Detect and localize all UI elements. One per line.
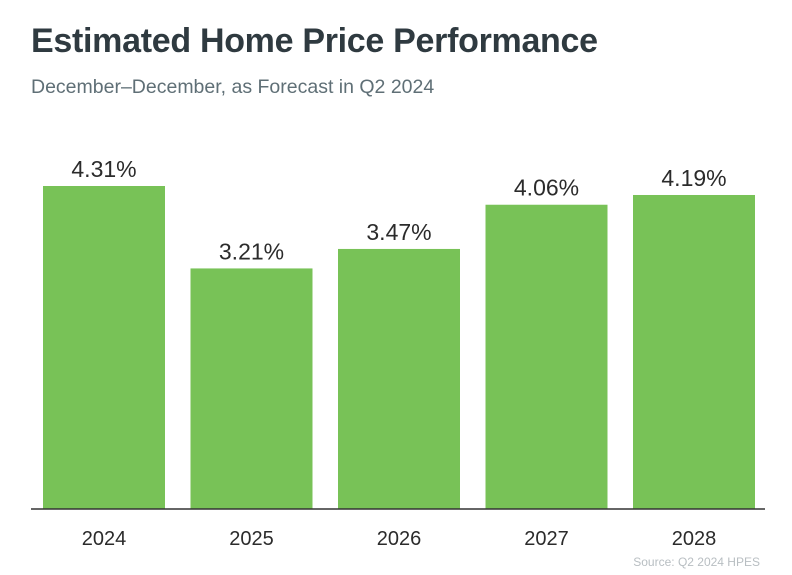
bar-2025 bbox=[190, 268, 313, 509]
bar-2024 bbox=[43, 186, 165, 509]
x-tick-label-2026: 2026 bbox=[377, 528, 422, 550]
x-tick-label-2025: 2025 bbox=[229, 528, 274, 550]
x-tick-label-2024: 2024 bbox=[82, 528, 127, 550]
chart-subtitle: December–December, as Forecast in Q2 202… bbox=[31, 76, 435, 98]
value-label-2026: 3.47% bbox=[366, 219, 431, 245]
source-note: Source: Q2 2024 HPES bbox=[633, 555, 760, 569]
x-tick-labels-group: 2024 2025 2026 2027 2028 bbox=[82, 528, 717, 550]
bars-group bbox=[43, 186, 755, 509]
value-label-2027: 4.06% bbox=[514, 175, 579, 201]
x-tick-label-2027: 2027 bbox=[524, 528, 569, 550]
value-label-2025: 3.21% bbox=[219, 238, 284, 264]
bar-2026 bbox=[338, 248, 460, 509]
value-label-2028: 4.19% bbox=[661, 165, 726, 191]
value-labels-group: 4.31% 3.21% 3.47% 4.06% 4.19% bbox=[71, 156, 726, 264]
bar-2027 bbox=[485, 204, 608, 509]
value-label-2024: 4.31% bbox=[71, 156, 136, 182]
x-tick-label-2028: 2028 bbox=[672, 528, 717, 550]
bar-2028 bbox=[633, 194, 755, 509]
chart-title: Estimated Home Price Performance bbox=[31, 22, 598, 60]
